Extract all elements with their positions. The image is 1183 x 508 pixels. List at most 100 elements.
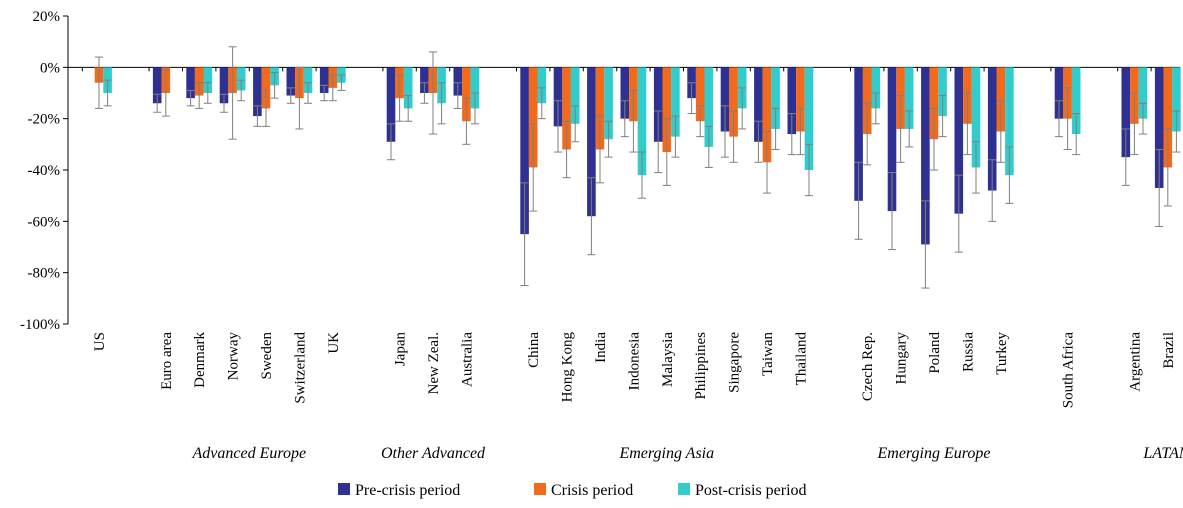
bar-crisis-taiwan — [762, 67, 772, 163]
bar-pre-malaysia — [653, 67, 663, 142]
group-label: Advanced Europe — [192, 445, 307, 462]
group-label: Other Advanced — [381, 445, 486, 462]
legend-swatch-pre — [338, 483, 350, 495]
y-tick-label: -40% — [28, 163, 61, 179]
bar-pre-japan — [386, 67, 396, 142]
bar-pre-india — [587, 67, 596, 217]
bar-post-thailand — [804, 67, 814, 170]
bar-post-hong-kong — [570, 67, 580, 124]
bar-crisis-singapore — [729, 67, 738, 137]
bar-post-south-africa — [1071, 67, 1081, 135]
bar-post-russia — [971, 67, 981, 168]
bar-crisis-malaysia — [662, 67, 672, 153]
legend-label: Post-crisis period — [695, 482, 807, 499]
category-label: US — [92, 332, 108, 351]
y-tick-label: -20% — [28, 112, 61, 128]
bar-post-argentina — [1138, 67, 1148, 119]
bar-post-norway — [236, 67, 246, 91]
category-label: Hungary — [894, 332, 910, 385]
bar-crisis-thailand — [796, 67, 805, 132]
category-label: Australia — [459, 332, 475, 387]
bar-crisis-australia — [462, 67, 471, 122]
category-label: China — [526, 332, 542, 368]
category-label: Russia — [960, 332, 976, 372]
bar-crisis-turkey — [996, 67, 1006, 132]
bar-pre-china — [520, 67, 529, 235]
category-label: Thailand — [793, 332, 809, 386]
bar-post-denmark — [203, 67, 213, 93]
y-tick-label: -60% — [28, 214, 61, 230]
bar-crisis-brazil — [1163, 67, 1173, 168]
category-label: Turkey — [994, 332, 1010, 375]
y-tick-label: -80% — [28, 266, 61, 282]
category-label: Japan — [393, 332, 409, 367]
bar-post-turkey — [1005, 67, 1014, 176]
bar-post-india — [604, 67, 613, 140]
category-label: South Africa — [1061, 332, 1077, 409]
group-label: LATAM — [1142, 445, 1183, 462]
category-label: Brazil — [1161, 332, 1177, 369]
bar-pre-brazil — [1154, 67, 1164, 188]
bar-pre-switzerland — [286, 67, 296, 96]
bar-pre-australia — [453, 67, 463, 96]
bar-pre-euro-area — [152, 67, 162, 104]
bar-crisis-philippines — [695, 67, 705, 122]
bar-pre-singapore — [720, 67, 730, 132]
bar-crisis-poland — [929, 67, 939, 140]
category-label: Philippines — [693, 332, 709, 400]
y-tick-label: 0% — [40, 60, 60, 76]
bar-pre-norway — [219, 67, 229, 104]
category-label: New Zeal. — [426, 332, 442, 394]
category-label: Norway — [226, 332, 242, 381]
bar-crisis-czech-rep- — [862, 67, 872, 135]
error-bars — [95, 46, 1181, 289]
category-labels: US Euro area Denmark Norway Sweden Switzerlan… — [92, 332, 1177, 409]
bar-pre-denmark — [186, 67, 195, 99]
bar-post-czech-rep- — [871, 67, 881, 109]
bar-pre-czech-rep- — [854, 67, 863, 201]
group-labels: Advanced Europe Other Advanced Emerging As… — [192, 445, 1183, 462]
bar-post-poland — [938, 67, 947, 117]
bars — [94, 67, 1181, 245]
legend-swatch-post — [678, 483, 690, 495]
legend-label: Crisis period — [551, 482, 633, 499]
category-label: Switzerland — [292, 332, 308, 404]
legend-swatch-crisis — [534, 483, 546, 495]
bar-crisis-china — [528, 67, 538, 168]
bar-pre-hong-kong — [553, 67, 563, 127]
category-label: Czech Rep. — [860, 332, 876, 401]
bar-crisis-denmark — [194, 67, 204, 96]
bar-pre-new-zeal- — [420, 67, 429, 93]
bar-crisis-india — [595, 67, 605, 150]
bar-pre-south-africa — [1054, 67, 1064, 119]
category-label: Hong Kong — [560, 332, 576, 403]
legend-label: Pre-crisis period — [355, 482, 460, 499]
bar-pre-poland — [921, 67, 930, 245]
bar-pre-russia — [954, 67, 964, 214]
legend: Pre-crisis period Crisis period Post-crisi… — [338, 482, 807, 499]
category-label: Euro area — [159, 332, 175, 390]
bar-post-switzerland — [303, 67, 313, 93]
bar-post-brazil — [1172, 67, 1181, 132]
bar-post-malaysia — [671, 67, 680, 137]
bar-post-hungary — [904, 67, 914, 129]
category-label: Sweden — [259, 332, 275, 380]
bar-pre-uk — [319, 67, 329, 93]
bar-post-philippines — [704, 67, 714, 147]
category-label: Denmark — [192, 332, 208, 388]
group-label: Emerging Asia — [618, 445, 714, 462]
category-label: Singapore — [727, 332, 743, 393]
bar-pre-sweden — [253, 67, 262, 117]
bar-crisis-hong-kong — [562, 67, 571, 150]
category-label: UK — [326, 332, 342, 354]
bar-post-australia — [470, 67, 480, 109]
bar-crisis-sweden — [261, 67, 271, 109]
category-label: Indonesia — [626, 332, 642, 391]
bar-post-japan — [403, 67, 413, 109]
category-label: Poland — [927, 332, 943, 374]
category-label: Argentina — [1127, 332, 1143, 392]
category-label: Taiwan — [760, 332, 776, 376]
bar-post-taiwan — [771, 67, 780, 129]
bar-pre-indonesia — [620, 67, 630, 119]
